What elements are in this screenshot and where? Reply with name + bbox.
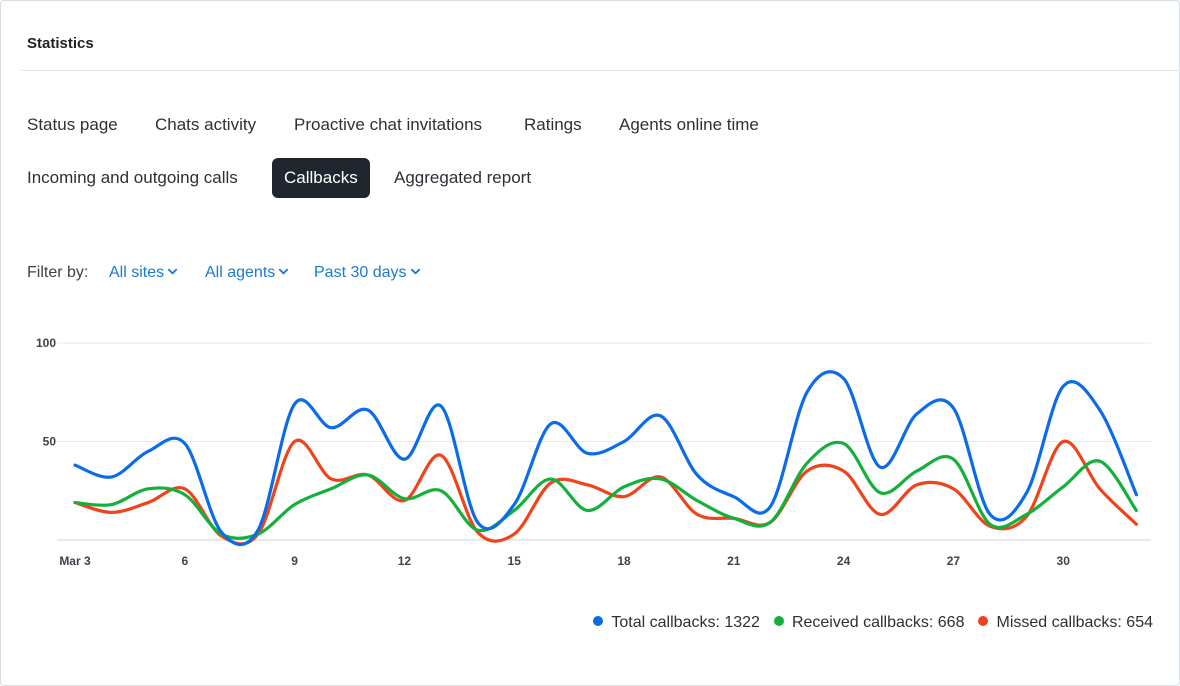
series-line-total	[73, 370, 1138, 547]
legend-dot-icon	[593, 616, 604, 626]
filter-label: Filter by:	[27, 264, 89, 281]
x-tick-label: 12	[398, 554, 412, 568]
page-title: Statistics	[27, 35, 94, 52]
x-tick-label: 27	[947, 554, 961, 568]
tab-ratings[interactable]: Ratings	[524, 115, 582, 134]
tab-incoming-outgoing-calls[interactable]: Incoming and outgoing calls	[27, 168, 238, 187]
agent-filter-dropdown[interactable]: All agents	[205, 264, 289, 282]
legend-label: Total callbacks: 1322	[611, 614, 760, 631]
site-filter-value: All sites	[109, 264, 165, 281]
series-line-received	[73, 440, 1138, 540]
legend-item-total[interactable]: Total callbacks: 1322	[593, 614, 760, 632]
chart-legend: Total callbacks: 1322 Received callbacks:…	[579, 614, 1153, 632]
series-line-missed	[73, 438, 1138, 546]
x-tick-label: Mar 3	[59, 554, 91, 568]
tab-proactive-chat-invitations[interactable]: Proactive chat invitations	[294, 115, 483, 134]
tab-aggregated-report[interactable]: Aggregated report	[394, 168, 532, 187]
tab-chats-activity[interactable]: Chats activity	[155, 115, 257, 134]
legend-item-missed[interactable]: Missed callbacks: 654	[978, 614, 1153, 632]
chevron-down-icon	[410, 268, 420, 275]
chevron-down-icon	[279, 268, 289, 275]
legend-dot-icon	[773, 616, 784, 626]
period-filter-value: Past 30 days	[314, 264, 407, 281]
x-tick-label: 30	[1057, 554, 1071, 568]
site-filter-dropdown[interactable]: All sites	[109, 264, 178, 282]
callbacks-line-chart: 100 50 Mar 3 6 9 12 15 18 21 24 27 30	[36, 336, 1151, 568]
tab-callbacks[interactable]: Callbacks	[272, 158, 370, 198]
tab-status-page[interactable]: Status page	[27, 115, 118, 134]
x-tick-label: 9	[291, 554, 298, 568]
x-tick-label: 21	[727, 554, 741, 568]
y-tick-label: 100	[36, 336, 56, 350]
agent-filter-value: All agents	[205, 264, 276, 281]
chevron-down-icon	[168, 268, 178, 275]
legend-label: Received callbacks: 668	[791, 614, 965, 631]
tab-agents-online-time[interactable]: Agents online time	[619, 115, 759, 134]
legend-dot-icon	[978, 616, 989, 626]
legend-item-received[interactable]: Received callbacks: 668	[773, 614, 965, 632]
legend-label: Missed callbacks: 654	[996, 614, 1153, 631]
x-tick-label: 15	[508, 554, 522, 568]
y-tick-label: 50	[43, 435, 57, 449]
period-filter-dropdown[interactable]: Past 30 days	[314, 264, 421, 282]
panel-header: Statistics	[21, 1, 1180, 71]
x-tick-label: 18	[617, 554, 631, 568]
x-tick-label: 24	[837, 554, 851, 568]
x-tick-label: 6	[181, 554, 188, 568]
